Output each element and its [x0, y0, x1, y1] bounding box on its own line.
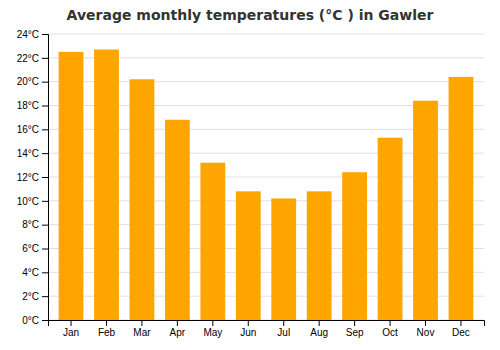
x-tick: Apr	[170, 320, 186, 338]
x-tick: Jan	[63, 320, 79, 338]
y-tick-label: 24°C	[17, 29, 39, 40]
y-tick-mark	[42, 106, 48, 107]
x-tick-label: May	[203, 327, 222, 338]
x-tick: Feb	[98, 320, 116, 338]
x-axis-line	[49, 321, 485, 327]
x-tick-mark	[319, 320, 320, 326]
x-tick-mark	[177, 320, 178, 326]
x-tick-label: Jan	[63, 327, 79, 338]
y-tick-label: 6°C	[22, 243, 39, 254]
y-tick-mark	[42, 177, 48, 178]
x-tick: Dec	[452, 320, 470, 338]
y-tick-label: 8°C	[22, 219, 39, 230]
x-tick-label: Nov	[417, 327, 435, 338]
y-tick-mark	[42, 82, 48, 83]
y-tick-mark	[42, 58, 48, 59]
y-tick: 6°C	[22, 243, 48, 254]
x-tick: Oct	[382, 320, 398, 338]
y-tick-label: 2°C	[22, 291, 39, 302]
x-tick-label: Mar	[133, 327, 151, 338]
y-tick-label: 4°C	[22, 267, 39, 278]
bar	[307, 191, 332, 320]
x-tick-label: Jun	[240, 327, 256, 338]
y-tick: 20°C	[17, 76, 48, 87]
x-tick-label: Sep	[346, 327, 364, 338]
bars	[59, 49, 474, 320]
y-tick: 16°C	[17, 124, 48, 135]
x-tick: Sep	[346, 320, 364, 338]
y-tick-mark	[42, 225, 48, 226]
y-tick-mark	[42, 201, 48, 202]
y-tick-label: 20°C	[17, 76, 39, 87]
grid-line	[48, 34, 484, 35]
bar	[59, 52, 84, 320]
grid	[48, 34, 484, 320]
x-tick-label: Feb	[98, 327, 116, 338]
y-tick-label: 14°C	[17, 148, 39, 159]
y-tick-mark	[42, 272, 48, 273]
x-tick-mark	[106, 320, 107, 326]
plot: 0°C 2°C 4°C 6°C 8°C 10°C 12°C 14°C 16°C 18°C 20°C 2…	[17, 29, 485, 338]
y-tick-label: 16°C	[17, 124, 39, 135]
x-tick-label: Apr	[170, 327, 186, 338]
x-tick: May	[203, 320, 222, 338]
x-tick: Mar	[133, 320, 151, 338]
bar	[378, 138, 403, 320]
x-tick: Jul	[277, 320, 290, 338]
y-tick-mark	[42, 129, 48, 130]
bar	[200, 163, 225, 320]
bar	[342, 172, 367, 320]
y-tick-label: 18°C	[17, 100, 39, 111]
bar	[165, 120, 190, 320]
title: Average monthly temperatures (°C ) in Ga…	[67, 7, 434, 23]
y-tick-label: 12°C	[17, 172, 39, 183]
x-tick-label: Oct	[382, 327, 398, 338]
y-tick-mark	[42, 249, 48, 250]
y-tick: 14°C	[17, 148, 48, 159]
bar	[271, 198, 296, 320]
y-tick-mark	[42, 153, 48, 154]
x-tick-mark	[460, 320, 461, 326]
x-tick-mark	[425, 320, 426, 326]
x-tick: Nov	[417, 320, 435, 338]
x-tick: Aug	[310, 320, 328, 338]
y-axis: 0°C 2°C 4°C 6°C 8°C 10°C 12°C 14°C 16°C 18°C 20°C 2…	[17, 29, 49, 326]
bar	[130, 79, 155, 320]
x-tick-mark	[71, 320, 72, 326]
x-tick-label: Dec	[452, 327, 470, 338]
x-tick: Jun	[240, 320, 256, 338]
x-tick-mark	[283, 320, 284, 326]
bar	[94, 49, 119, 320]
x-tick-mark	[390, 320, 391, 326]
x-tick-label: Jul	[277, 327, 290, 338]
x-axis: Jan Feb Mar Apr May Jun Jul Aug Sep Oct Nov Dec	[49, 320, 485, 338]
x-tick-mark	[354, 320, 355, 326]
y-tick: 8°C	[22, 219, 48, 230]
y-tick-mark	[42, 34, 48, 35]
y-tick: 10°C	[17, 196, 48, 207]
y-tick: 0°C	[22, 315, 48, 326]
bar	[449, 77, 474, 320]
bar	[236, 191, 261, 320]
y-axis-line	[42, 35, 49, 321]
y-tick: 12°C	[17, 172, 48, 183]
y-tick-mark	[42, 320, 48, 321]
y-tick: 22°C	[17, 53, 48, 64]
y-tick-mark	[42, 296, 48, 297]
y-tick-label: 22°C	[17, 53, 39, 64]
x-tick-mark	[141, 320, 142, 326]
y-tick: 18°C	[17, 100, 48, 111]
y-tick-label: 10°C	[17, 196, 39, 207]
x-tick-label: Aug	[310, 327, 328, 338]
chart: 0°C 2°C 4°C 6°C 8°C 10°C 12°C 14°C 16°C 18°C 20°C 2…	[0, 0, 500, 350]
y-tick-label: 0°C	[22, 315, 39, 326]
x-tick-mark	[212, 320, 213, 326]
x-tick-mark	[248, 320, 249, 326]
y-tick: 2°C	[22, 291, 48, 302]
bar	[413, 101, 438, 320]
y-tick: 24°C	[17, 29, 48, 40]
y-tick: 4°C	[22, 267, 48, 278]
